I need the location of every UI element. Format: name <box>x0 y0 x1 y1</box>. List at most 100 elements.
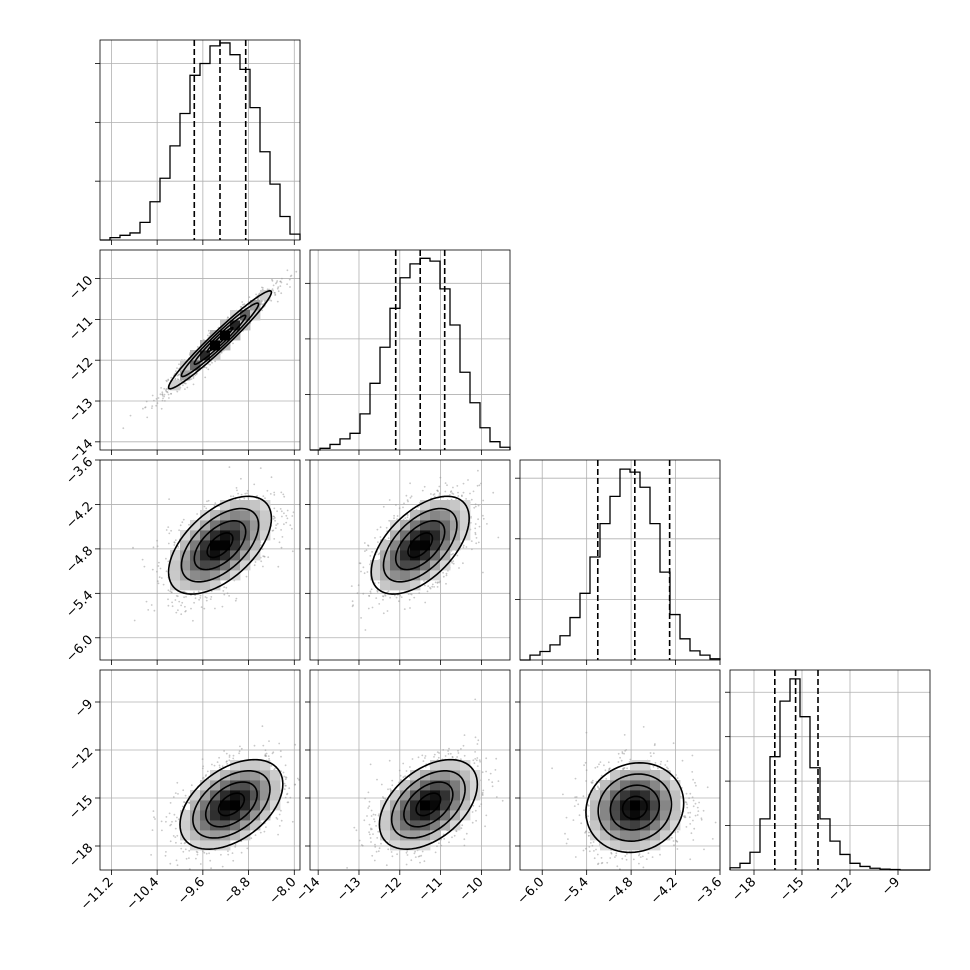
scatter-point <box>153 609 156 612</box>
scatter-point <box>360 570 362 573</box>
scatter-point <box>278 742 281 745</box>
scatter-point <box>462 562 464 565</box>
scatter-point <box>223 586 226 588</box>
scatter-point <box>474 523 477 525</box>
scatter-point <box>438 492 441 495</box>
scatter-point <box>362 592 365 595</box>
density-cell <box>430 520 441 531</box>
scatter-point <box>200 606 203 608</box>
scatter-point <box>407 593 410 595</box>
scatter-point <box>377 581 380 584</box>
scatter-point <box>369 592 372 595</box>
hist-panel-p3 <box>515 459 721 665</box>
scatter-point <box>438 581 441 584</box>
scatter-point <box>438 494 441 496</box>
scatter-point <box>382 505 385 508</box>
scatter-point <box>226 318 229 321</box>
scatter-point <box>152 546 155 549</box>
scatter-point <box>256 495 258 497</box>
scatter-point <box>211 361 213 364</box>
scatter-point <box>389 596 391 599</box>
scatter-point <box>181 601 184 604</box>
scatter-point <box>404 517 407 519</box>
scatter-point <box>210 867 213 870</box>
scatter-point <box>403 502 405 505</box>
scatter-point <box>175 370 177 372</box>
scatter-point <box>155 398 158 400</box>
scatter-point <box>413 596 416 599</box>
scatter-point <box>174 539 177 542</box>
scatter-point <box>387 590 390 593</box>
contour-1-1 <box>193 519 247 571</box>
scatter-point <box>185 595 187 598</box>
scatter-point <box>162 583 165 586</box>
frame-hist-p4 <box>729 669 931 871</box>
scatter-point <box>180 613 183 616</box>
scatter-point <box>165 390 168 393</box>
scatter-point <box>283 523 285 526</box>
scatter-point <box>151 568 154 571</box>
scatter-point <box>180 604 183 607</box>
scatter-point <box>248 296 251 299</box>
density-cell <box>450 500 461 511</box>
scatter-point <box>204 775 207 777</box>
density-cell <box>240 540 251 551</box>
scatter-point <box>274 291 276 294</box>
scatter-point <box>239 745 241 748</box>
scatter-point <box>241 301 244 303</box>
scatter-point <box>245 575 248 578</box>
scatter-point <box>396 515 399 517</box>
density-cell <box>250 530 261 541</box>
scatter-point <box>350 585 353 587</box>
scatter-point <box>168 498 171 500</box>
density-cell <box>420 530 431 541</box>
density-cell <box>210 570 221 581</box>
scatter-point <box>272 515 275 518</box>
scatter-point <box>475 542 478 545</box>
scatter-point <box>156 570 158 573</box>
scatter-point <box>225 752 228 755</box>
scatter-point <box>300 259 302 261</box>
frame-pair-1 <box>99 459 301 661</box>
scatter-point <box>410 495 413 498</box>
contour-2-3 <box>370 495 470 595</box>
scatter-point <box>284 764 287 767</box>
scatter-point <box>274 527 277 529</box>
scatter-point <box>421 489 424 492</box>
scatter-point <box>270 476 273 479</box>
scatter-point <box>267 556 270 559</box>
scatter-point <box>221 605 224 608</box>
scatter-point <box>231 852 234 854</box>
pair-panel-p1-p4 <box>95 669 301 875</box>
scatter-point <box>384 594 387 597</box>
scatter-point <box>291 527 293 530</box>
contour-2-1 <box>394 519 446 571</box>
scatter-point <box>291 550 294 553</box>
contour-0-2 <box>180 302 260 378</box>
scatter-point <box>167 526 170 528</box>
scatter-point <box>182 518 185 521</box>
scatter-point <box>226 316 229 319</box>
scatter-point <box>220 853 222 856</box>
scatter-point <box>167 542 170 545</box>
scatter-point <box>234 844 237 846</box>
scatter-point <box>277 833 279 836</box>
scatter-point <box>461 494 463 497</box>
scatter-point <box>210 596 213 598</box>
frame-hist-p2 <box>309 249 511 451</box>
scatter-point <box>226 592 229 595</box>
scatter-point <box>181 805 184 808</box>
scatter-point <box>388 519 391 522</box>
density-cell <box>410 570 421 581</box>
scatter-point <box>157 397 160 399</box>
density-cell <box>410 560 421 571</box>
scatter-point <box>278 541 281 544</box>
scatter-point <box>474 503 477 506</box>
hist-p2 <box>310 257 511 451</box>
scatter-point <box>156 580 159 583</box>
scatter-point <box>238 498 241 501</box>
scatter-point <box>370 588 373 591</box>
density-cell <box>410 510 421 521</box>
density-cell <box>200 350 211 361</box>
